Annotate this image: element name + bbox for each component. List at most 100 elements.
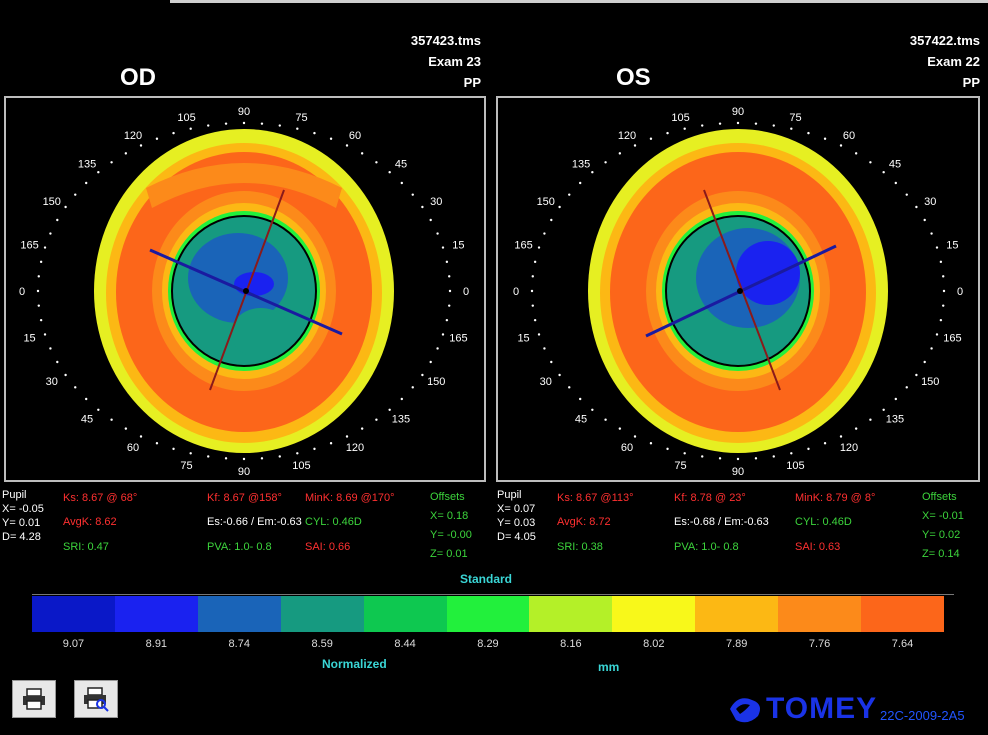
angle-tick [421, 373, 424, 377]
od-pupil-block: Pupil X= -0.05 Y= 0.01 D= 4.28 [2, 488, 44, 544]
od-topography-map[interactable]: 90 75 60 45 30 15 0 165 150 135 120 105 90 75 60 45 30 15… [4, 96, 486, 482]
os-cyl: CYL: 0.46D [795, 516, 852, 528]
angle-label: 105 [177, 112, 195, 124]
os-offset-z: Z= 0.14 [922, 548, 960, 560]
angle-tick [531, 275, 534, 278]
angle-tick [935, 246, 939, 249]
angle-tick [43, 333, 47, 336]
angle-label: 120 [618, 130, 636, 142]
angle-tick [533, 318, 537, 322]
angle-tick [558, 205, 561, 209]
angle-tick [139, 144, 143, 147]
angle-label: 120 [124, 130, 142, 142]
angle-tick [421, 205, 424, 209]
angle-label: 75 [180, 460, 192, 472]
os-center-marker [737, 288, 743, 294]
angle-tick [207, 455, 210, 458]
od-offsets-block: Offsets X= 0.18 Y= -0.00 Z= 0.01 [430, 488, 472, 564]
angle-tick [224, 457, 228, 460]
angle-label: 90 [732, 106, 744, 118]
angle-label: 45 [889, 159, 901, 171]
angle-tick [894, 181, 898, 185]
angle-tick [854, 427, 858, 430]
angle-tick [445, 318, 449, 322]
angle-label: 105 [786, 460, 804, 472]
scale-value: 9.07 [62, 638, 85, 650]
angle-label: 75 [674, 460, 686, 472]
angle-tick [939, 260, 943, 264]
angle-tick [823, 442, 827, 445]
print-preview-button[interactable] [74, 680, 118, 718]
angle-label: 90 [238, 106, 250, 118]
angle-tick [360, 427, 364, 430]
angle-tick [124, 427, 128, 430]
angle-tick [923, 218, 926, 222]
angle-tick [754, 122, 758, 125]
angle-label: 60 [621, 442, 633, 454]
angle-tick [400, 397, 404, 401]
angle-label: 30 [430, 196, 442, 208]
angle-tick [64, 373, 67, 377]
angle-tick [296, 452, 299, 455]
angle-tick [74, 193, 77, 196]
os-map-canvas: 9075604530150165150135120105907560453015… [513, 106, 963, 478]
angle-tick [110, 161, 113, 164]
scale-swatch [861, 596, 944, 632]
angle-tick [43, 246, 47, 249]
angle-label: 15 [452, 239, 464, 251]
od-offsets-title: Offsets [430, 491, 465, 503]
od-center-marker [243, 288, 249, 294]
os-pva: PVA: 1.0- 0.8 [674, 541, 739, 553]
angle-label: 135 [886, 413, 904, 425]
angle-tick [448, 289, 452, 293]
os-pupil-block: Pupil X= 0.07 Y= 0.03 D= 4.05 [497, 488, 536, 544]
scale-line [32, 594, 954, 595]
angle-tick [49, 347, 52, 350]
angle-tick [429, 218, 432, 222]
od-filename: 357423.tms [410, 33, 481, 48]
od-offset-y: Y= -0.00 [430, 529, 472, 541]
angle-tick [242, 457, 246, 461]
angle-tick [633, 435, 637, 438]
angle-label: 90 [732, 466, 744, 478]
print-button[interactable] [12, 680, 56, 718]
angle-tick [604, 418, 607, 421]
os-pupil-y: Y= 0.03 [497, 517, 536, 529]
angle-tick [97, 171, 100, 174]
scale-swatch [114, 596, 198, 632]
angle-tick [429, 360, 432, 364]
color-scale-bar[interactable] [32, 596, 944, 632]
scale-value: 8.59 [311, 638, 333, 650]
angle-tick [329, 442, 333, 445]
os-topography-map[interactable]: 90 75 60 45 30 15 0 165 150 135 120 105 90 75 60 45 30 15… [496, 96, 980, 482]
angle-tick [345, 144, 349, 147]
od-exam: Exam 23 [428, 54, 481, 69]
os-offset-x: X= -0.01 [922, 510, 964, 522]
os-mink: MinK: 8.79 @ 8° [795, 492, 876, 504]
angle-tick [260, 122, 264, 125]
angle-tick [345, 435, 349, 438]
scale-value: 8.74 [228, 638, 250, 650]
od-pupil-x: X= -0.05 [2, 503, 44, 515]
angle-tick [543, 347, 546, 350]
angle-label: 150 [921, 376, 939, 388]
od-angle-ring: 9075604530150165150135120105907560453015… [19, 106, 469, 478]
od-mink: MinK: 8.69 @170° [305, 492, 395, 504]
angle-tick [172, 447, 175, 451]
scale-title: Standard [460, 572, 513, 586]
angle-tick [683, 452, 686, 455]
angle-label: 165 [943, 333, 961, 345]
od-sri: SRI: 0.47 [63, 541, 109, 553]
scale-swatch [695, 596, 779, 632]
od-ks: Ks: 8.67 @ 68° [63, 492, 138, 504]
angle-label: 165 [20, 239, 38, 251]
os-offsets-block: Offsets X= -0.01 Y= 0.02 Z= 0.14 [922, 488, 964, 564]
angle-tick [189, 127, 192, 130]
angle-label: 135 [392, 413, 410, 425]
scale-value: 8.29 [477, 638, 499, 650]
angle-tick [683, 127, 686, 130]
scale-swatch [280, 596, 364, 632]
angle-tick [923, 360, 926, 364]
os-kf: Kf: 8.78 @ 23° [674, 492, 746, 504]
angle-label: 60 [349, 130, 361, 142]
